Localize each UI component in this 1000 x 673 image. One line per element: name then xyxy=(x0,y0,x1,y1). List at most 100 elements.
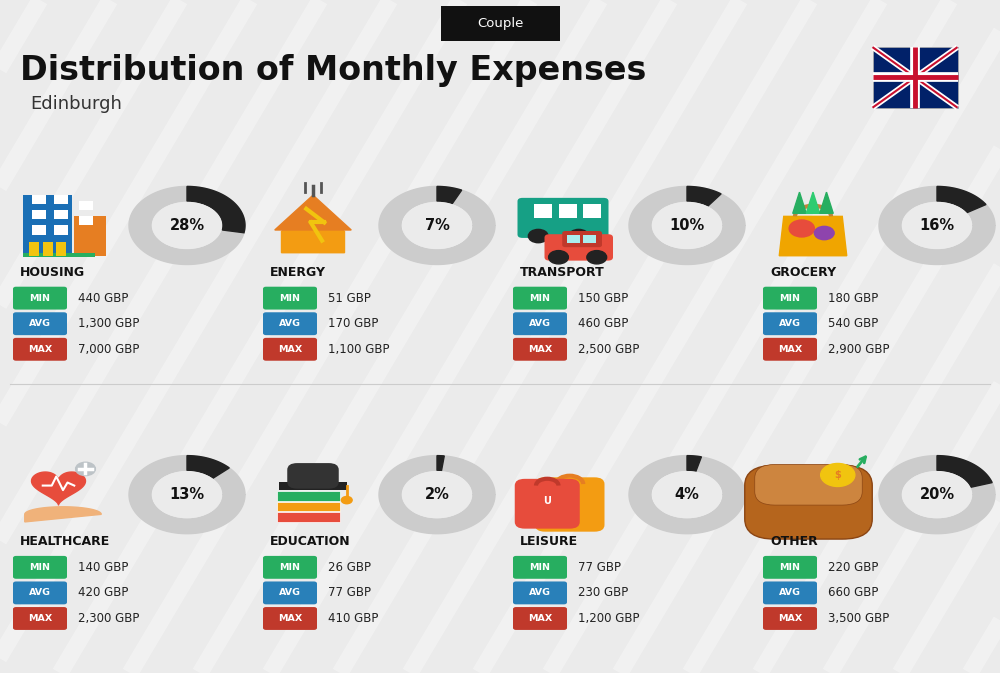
Text: MIN: MIN xyxy=(29,293,50,303)
Text: GROCERY: GROCERY xyxy=(770,266,836,279)
Text: AVG: AVG xyxy=(779,588,801,598)
FancyBboxPatch shape xyxy=(518,198,608,238)
Polygon shape xyxy=(187,456,229,478)
Polygon shape xyxy=(879,456,995,534)
Circle shape xyxy=(403,472,471,518)
FancyBboxPatch shape xyxy=(22,252,94,257)
FancyBboxPatch shape xyxy=(13,287,67,310)
Text: EDUCATION: EDUCATION xyxy=(270,535,351,548)
Polygon shape xyxy=(379,456,495,534)
Text: 13%: 13% xyxy=(169,487,205,502)
Text: 77 GBP: 77 GBP xyxy=(328,586,371,600)
FancyBboxPatch shape xyxy=(745,466,872,539)
Text: MIN: MIN xyxy=(280,563,300,572)
Circle shape xyxy=(403,203,471,248)
FancyBboxPatch shape xyxy=(534,205,552,218)
FancyBboxPatch shape xyxy=(263,556,317,579)
Text: U: U xyxy=(543,496,551,505)
Polygon shape xyxy=(879,186,995,264)
Text: 440 GBP: 440 GBP xyxy=(78,291,128,305)
Text: 77 GBP: 77 GBP xyxy=(578,561,621,574)
FancyBboxPatch shape xyxy=(263,287,317,310)
Text: 660 GBP: 660 GBP xyxy=(828,586,878,600)
Polygon shape xyxy=(129,186,245,264)
Text: 2,500 GBP: 2,500 GBP xyxy=(578,343,639,356)
Polygon shape xyxy=(793,192,806,213)
FancyBboxPatch shape xyxy=(263,338,317,361)
FancyBboxPatch shape xyxy=(583,236,596,243)
Circle shape xyxy=(653,203,721,248)
Polygon shape xyxy=(25,507,101,522)
FancyBboxPatch shape xyxy=(515,479,580,529)
FancyBboxPatch shape xyxy=(263,312,317,335)
Text: AVG: AVG xyxy=(779,319,801,328)
FancyBboxPatch shape xyxy=(535,477,604,532)
Text: MAX: MAX xyxy=(528,345,552,354)
Circle shape xyxy=(814,226,834,240)
Polygon shape xyxy=(32,472,85,505)
FancyBboxPatch shape xyxy=(513,287,567,310)
FancyBboxPatch shape xyxy=(513,581,567,604)
Text: MAX: MAX xyxy=(528,614,552,623)
Text: MIN: MIN xyxy=(29,563,50,572)
FancyBboxPatch shape xyxy=(32,210,46,219)
FancyBboxPatch shape xyxy=(29,242,39,256)
Circle shape xyxy=(341,497,352,503)
FancyBboxPatch shape xyxy=(13,607,67,630)
Text: MAX: MAX xyxy=(28,345,52,354)
Text: 2,300 GBP: 2,300 GBP xyxy=(78,612,139,625)
FancyBboxPatch shape xyxy=(763,556,817,579)
Circle shape xyxy=(528,229,548,243)
FancyBboxPatch shape xyxy=(13,581,67,604)
FancyBboxPatch shape xyxy=(513,607,567,630)
FancyBboxPatch shape xyxy=(763,312,817,335)
Text: Distribution of Monthly Expenses: Distribution of Monthly Expenses xyxy=(20,54,646,87)
Circle shape xyxy=(653,472,721,518)
Text: AVG: AVG xyxy=(529,588,551,598)
FancyBboxPatch shape xyxy=(277,491,340,501)
FancyBboxPatch shape xyxy=(56,242,66,256)
Text: AVG: AVG xyxy=(29,319,51,328)
Circle shape xyxy=(569,229,589,243)
Text: AVG: AVG xyxy=(529,319,551,328)
Polygon shape xyxy=(779,217,847,256)
Text: 170 GBP: 170 GBP xyxy=(328,317,378,330)
Circle shape xyxy=(903,472,971,518)
Polygon shape xyxy=(282,198,344,252)
Text: Edinburgh: Edinburgh xyxy=(30,96,122,113)
FancyBboxPatch shape xyxy=(287,463,339,489)
Text: 180 GBP: 180 GBP xyxy=(828,291,878,305)
Circle shape xyxy=(549,250,568,264)
Text: MIN: MIN xyxy=(530,563,550,572)
Text: 2%: 2% xyxy=(425,487,449,502)
Text: AVG: AVG xyxy=(279,319,301,328)
FancyBboxPatch shape xyxy=(263,607,317,630)
Text: 410 GBP: 410 GBP xyxy=(328,612,378,625)
FancyBboxPatch shape xyxy=(763,287,817,310)
Polygon shape xyxy=(629,456,745,534)
Text: 51 GBP: 51 GBP xyxy=(328,291,371,305)
Circle shape xyxy=(153,472,221,518)
Text: Couple: Couple xyxy=(477,17,523,30)
FancyBboxPatch shape xyxy=(755,464,862,505)
FancyBboxPatch shape xyxy=(263,581,317,604)
Text: MAX: MAX xyxy=(28,614,52,623)
Polygon shape xyxy=(687,186,721,206)
Polygon shape xyxy=(806,192,820,213)
FancyBboxPatch shape xyxy=(13,338,67,361)
FancyBboxPatch shape xyxy=(583,205,601,218)
Circle shape xyxy=(821,464,855,487)
Text: 220 GBP: 220 GBP xyxy=(828,561,878,574)
FancyBboxPatch shape xyxy=(79,201,93,210)
Circle shape xyxy=(153,203,221,248)
FancyBboxPatch shape xyxy=(279,482,347,490)
Text: 420 GBP: 420 GBP xyxy=(78,586,128,600)
Polygon shape xyxy=(937,186,986,213)
FancyBboxPatch shape xyxy=(54,194,68,205)
FancyBboxPatch shape xyxy=(43,242,53,256)
Text: 16%: 16% xyxy=(919,218,955,233)
FancyBboxPatch shape xyxy=(567,236,580,243)
Text: MIN: MIN xyxy=(530,293,550,303)
Text: AVG: AVG xyxy=(29,588,51,598)
Text: 4%: 4% xyxy=(675,487,699,502)
